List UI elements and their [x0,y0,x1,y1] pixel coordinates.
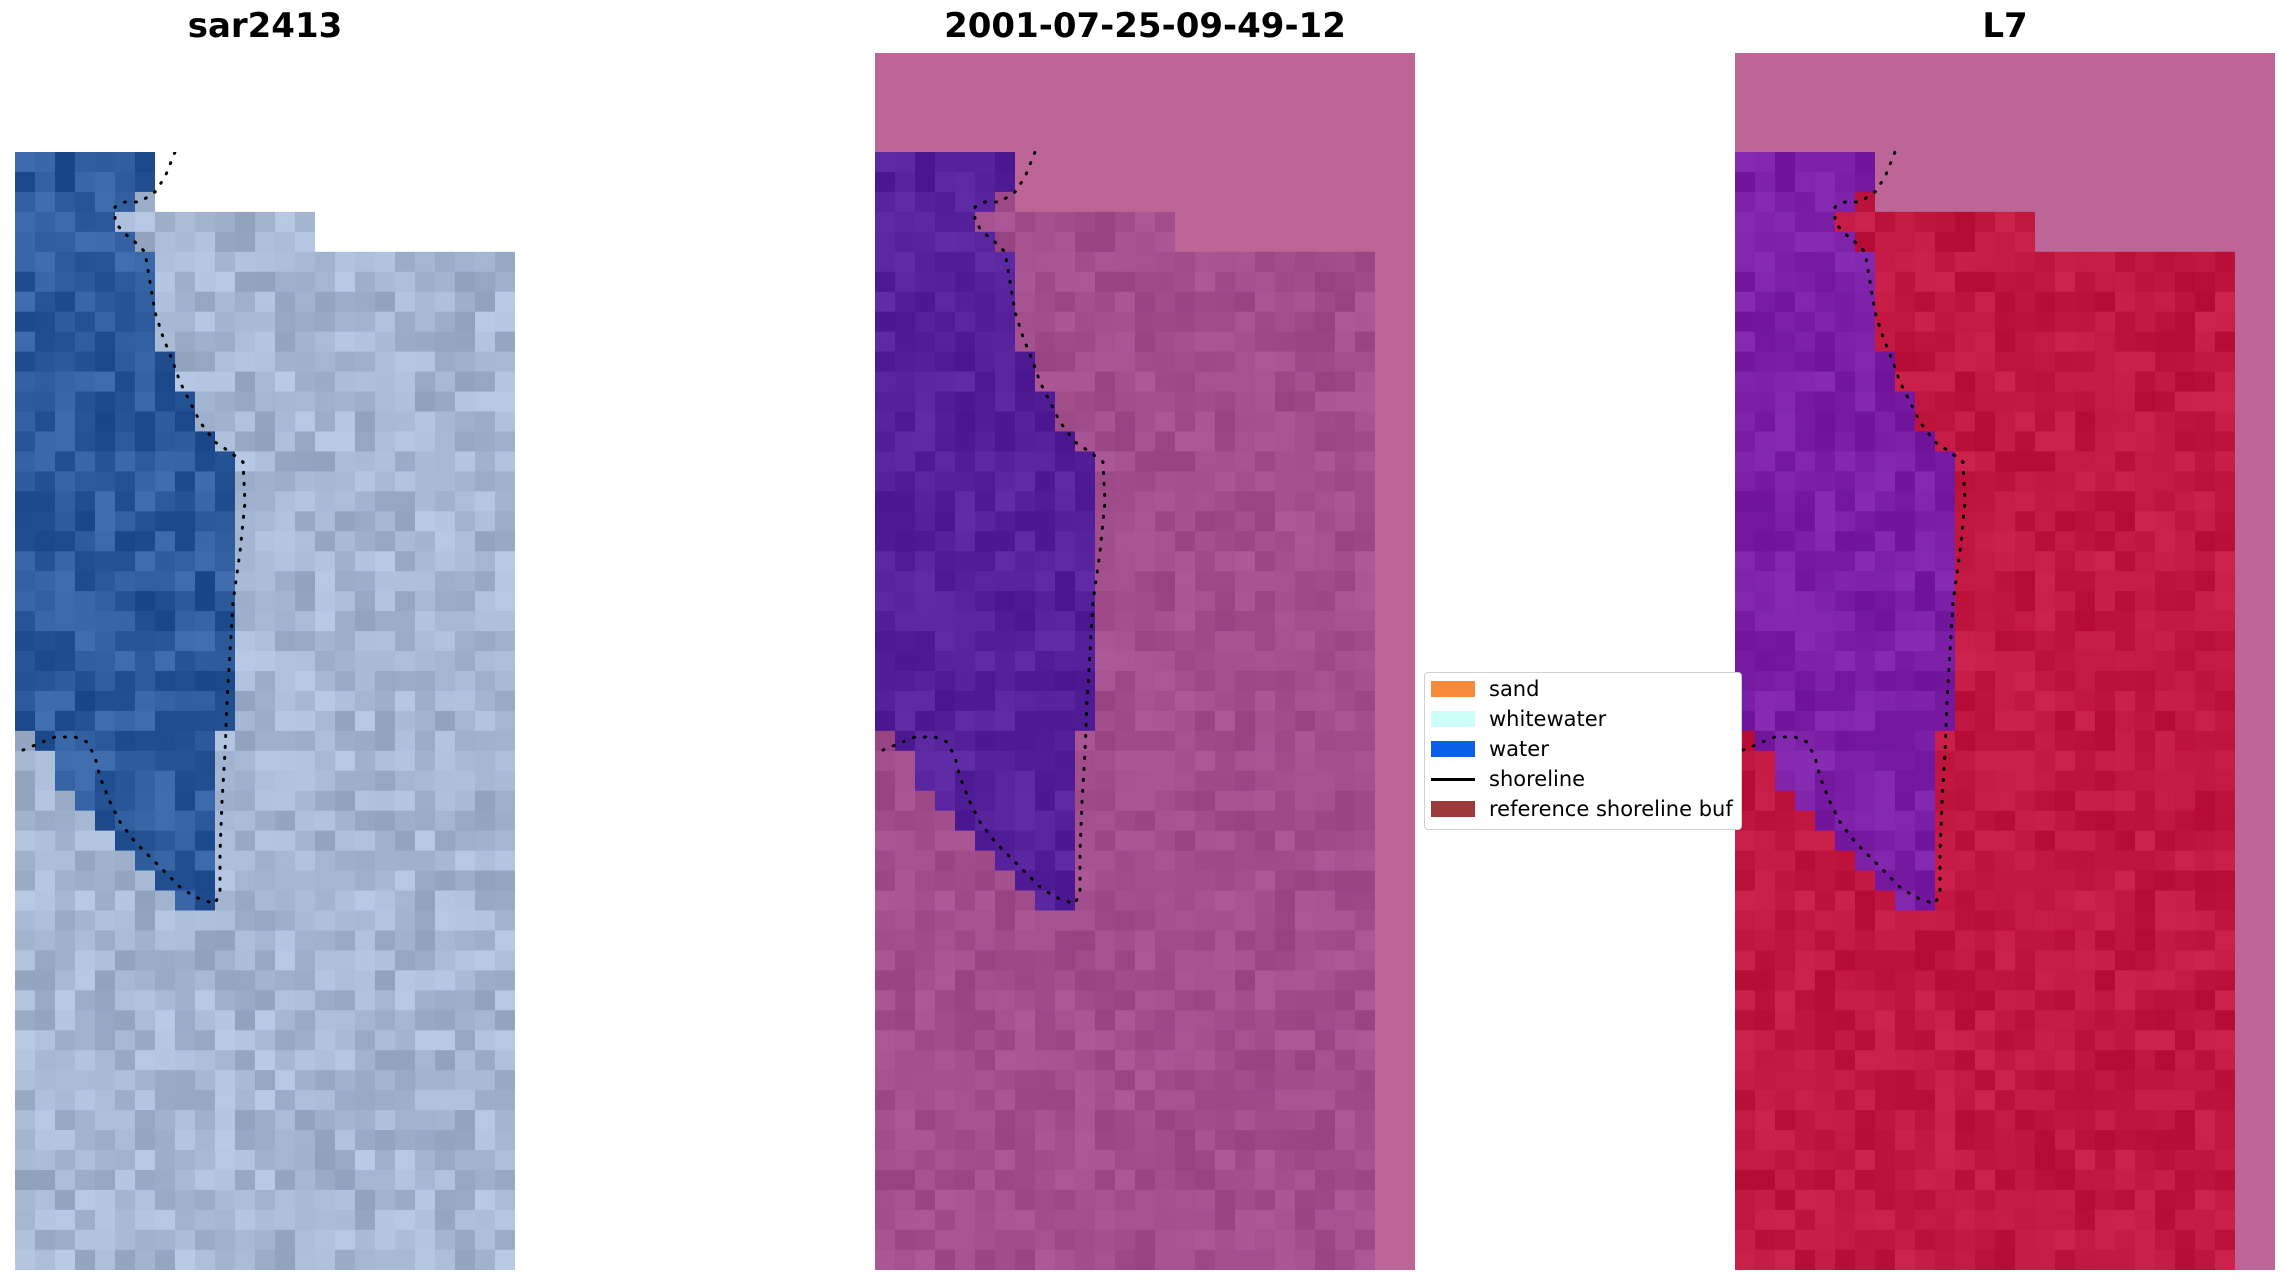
legend-label: shoreline [1489,767,1586,791]
legend-item-water: water [1431,737,1549,761]
legend-label: whitewater [1489,707,1607,731]
shoreline-path [21,152,247,906]
index-image-panel [1735,53,2275,1270]
panel-title-rgb: sar2413 [187,6,343,46]
legend-item-sand: sand [1431,677,1539,701]
legend-swatch-reference-buffer [1431,801,1475,817]
legend-swatch-sand [1431,681,1475,697]
legend-swatch-whitewater [1431,711,1475,727]
panel-title-index: L7 [1982,6,2028,46]
legend-label: water [1489,737,1549,761]
legend: sand whitewater water shoreline referenc… [1424,672,1742,830]
shoreline-path [1741,150,1967,906]
shoreline-path [881,150,1107,906]
classified-image-panel [875,53,1415,1270]
legend-item-shoreline: shoreline [1431,767,1585,791]
legend-item-reference-shoreline-buffer: reference shoreline buf [1431,797,1733,821]
legend-line-shoreline [1431,777,1475,781]
legend-label: sand [1489,677,1540,701]
panel-title-classified: 2001-07-25-09-49-12 [944,6,1346,46]
legend-swatch-water [1431,741,1475,757]
rgb-image-panel [15,152,515,1270]
legend-item-whitewater: whitewater [1431,707,1606,731]
legend-label: reference shoreline buf [1489,797,1733,821]
